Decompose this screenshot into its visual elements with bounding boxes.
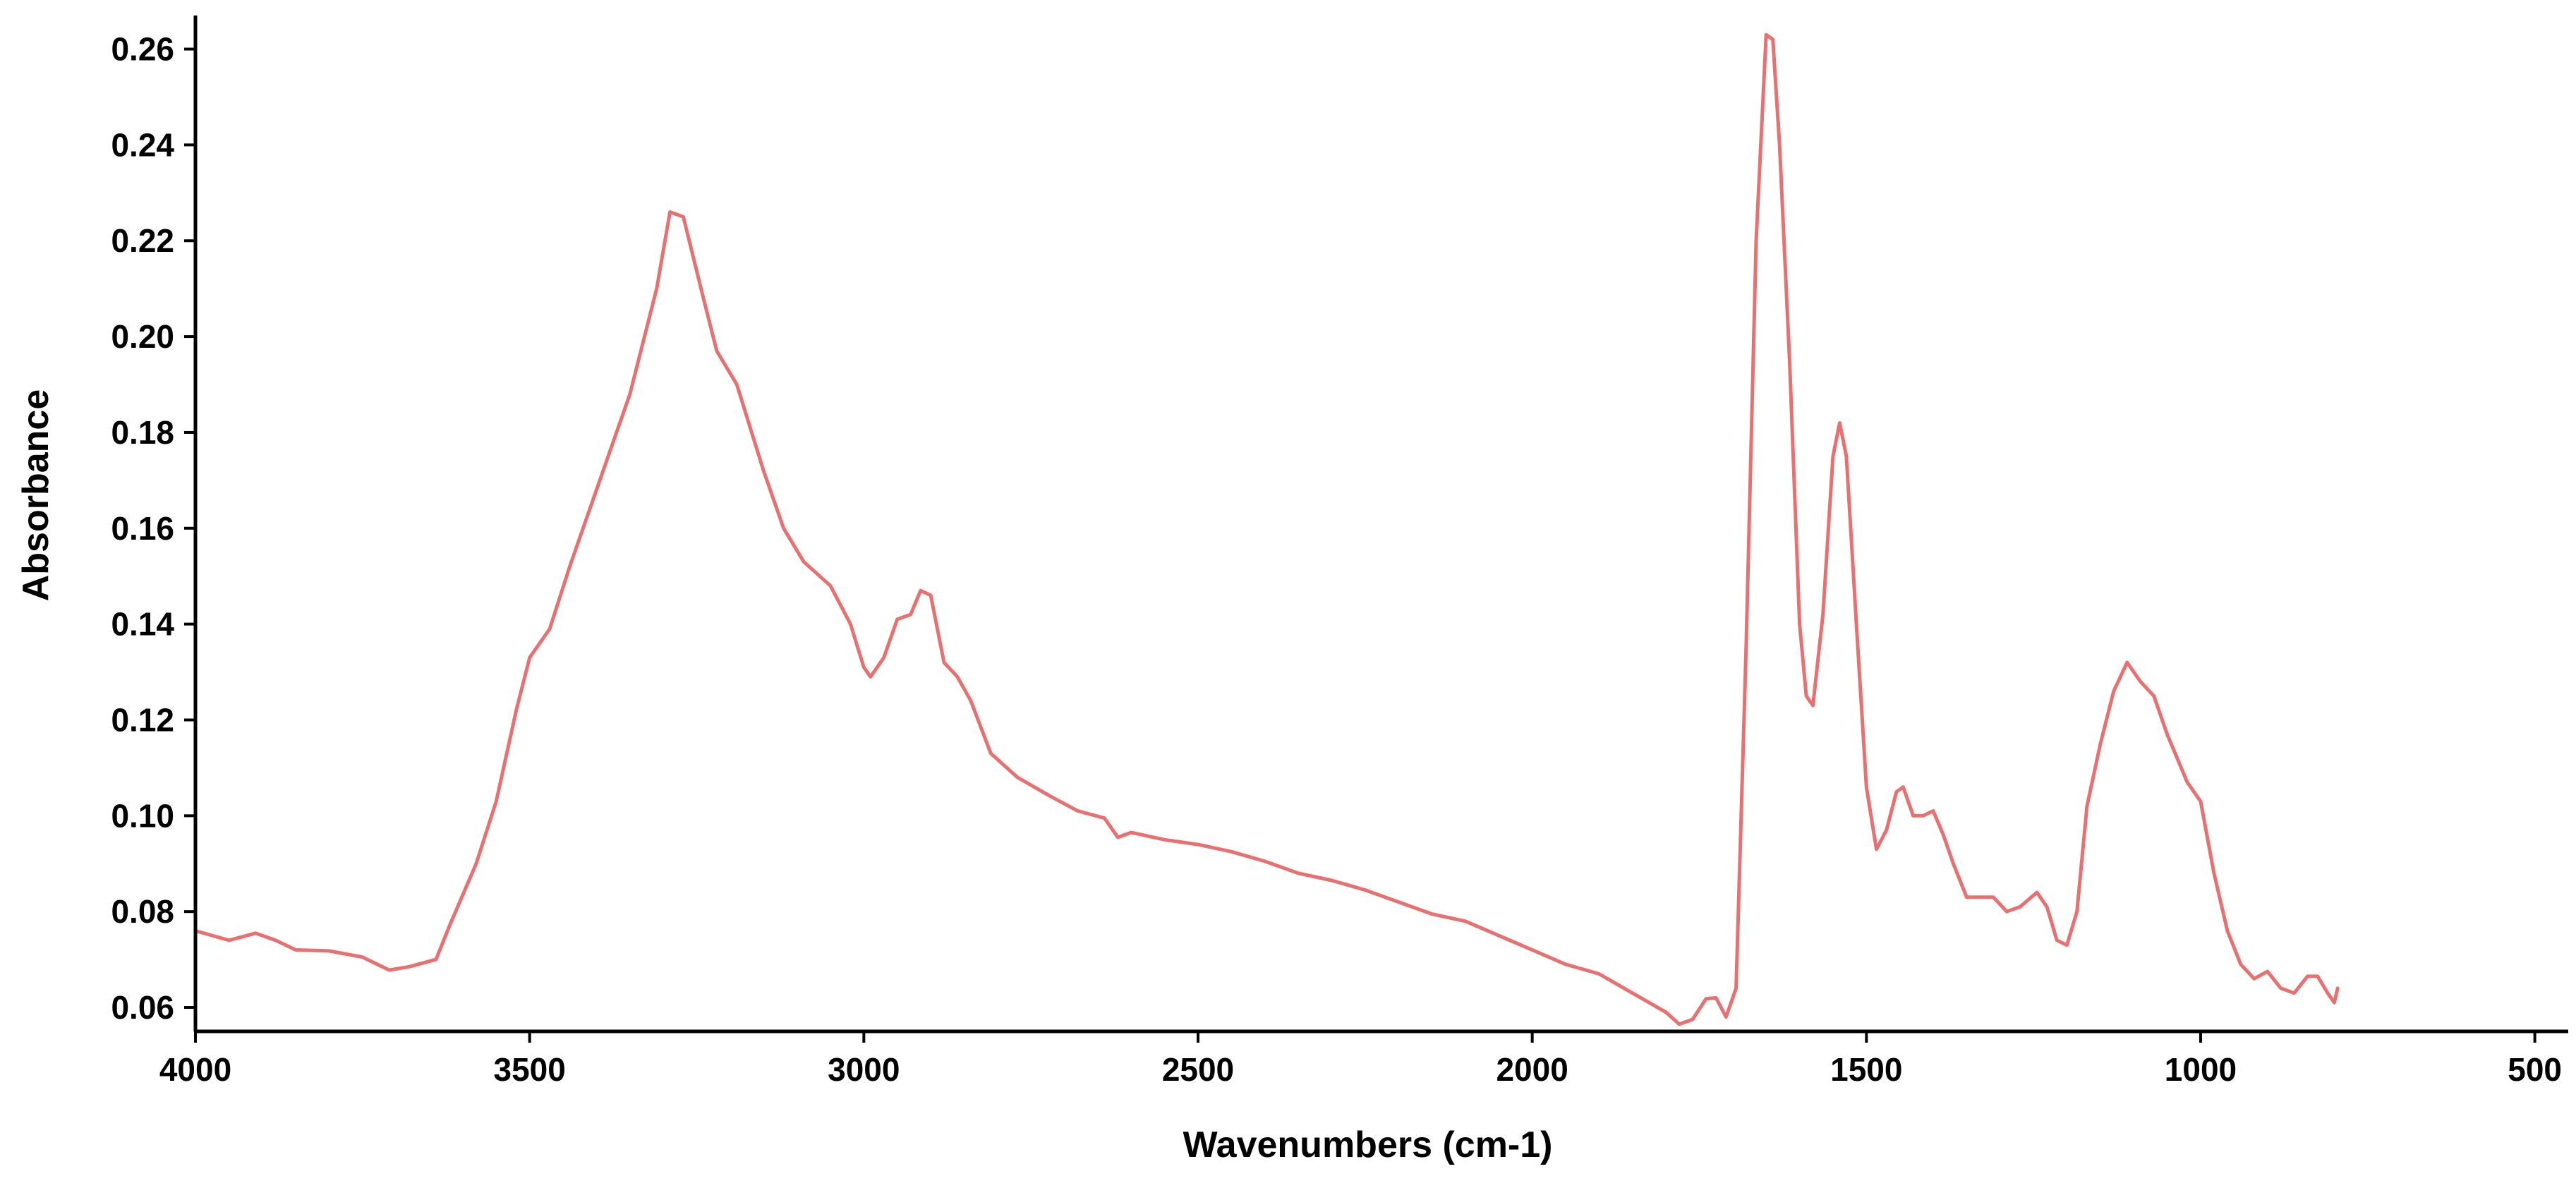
y-tick-label: 0.22 — [111, 222, 174, 259]
x-tick-label: 1500 — [1830, 1051, 1902, 1088]
x-tick-label: 3500 — [493, 1051, 565, 1088]
x-tick-label: 3000 — [828, 1051, 900, 1088]
plot-area — [193, 32, 2340, 1026]
y-tick-label: 0.24 — [111, 126, 174, 163]
y-axis-ticks: 0.06 0.08 0.10 0.12 0.14 0.16 0.18 0.20 0.22 0.24… — [111, 31, 195, 1026]
y-tick-label: 0.18 — [111, 414, 174, 451]
x-axis-ticks: 4000 3500 3000 2500 2000 1500 1000 500 — [159, 1031, 2562, 1088]
y-tick-label: 0.10 — [111, 797, 174, 834]
x-tick-label: 4000 — [159, 1051, 231, 1088]
x-tick-label: 2000 — [1496, 1051, 1568, 1088]
x-tick-label: 2500 — [1162, 1051, 1234, 1088]
x-tick-label: 1000 — [2165, 1051, 2237, 1088]
y-tick-label: 0.16 — [111, 510, 174, 547]
y-tick-label: 0.14 — [111, 606, 174, 643]
y-tick-label: 0.20 — [111, 318, 174, 355]
y-tick-label: 0.26 — [111, 31, 174, 68]
y-tick-label: 0.06 — [111, 989, 174, 1026]
y-tick-label: 0.08 — [111, 893, 174, 930]
y-tick-label: 0.12 — [111, 701, 174, 738]
x-axis-title: Wavenumbers (cm-1) — [1183, 1125, 1553, 1165]
x-tick-label: 500 — [2508, 1051, 2562, 1088]
series-line-spectrum — [193, 32, 2340, 1026]
y-axis-title: Absorbance — [16, 389, 56, 602]
